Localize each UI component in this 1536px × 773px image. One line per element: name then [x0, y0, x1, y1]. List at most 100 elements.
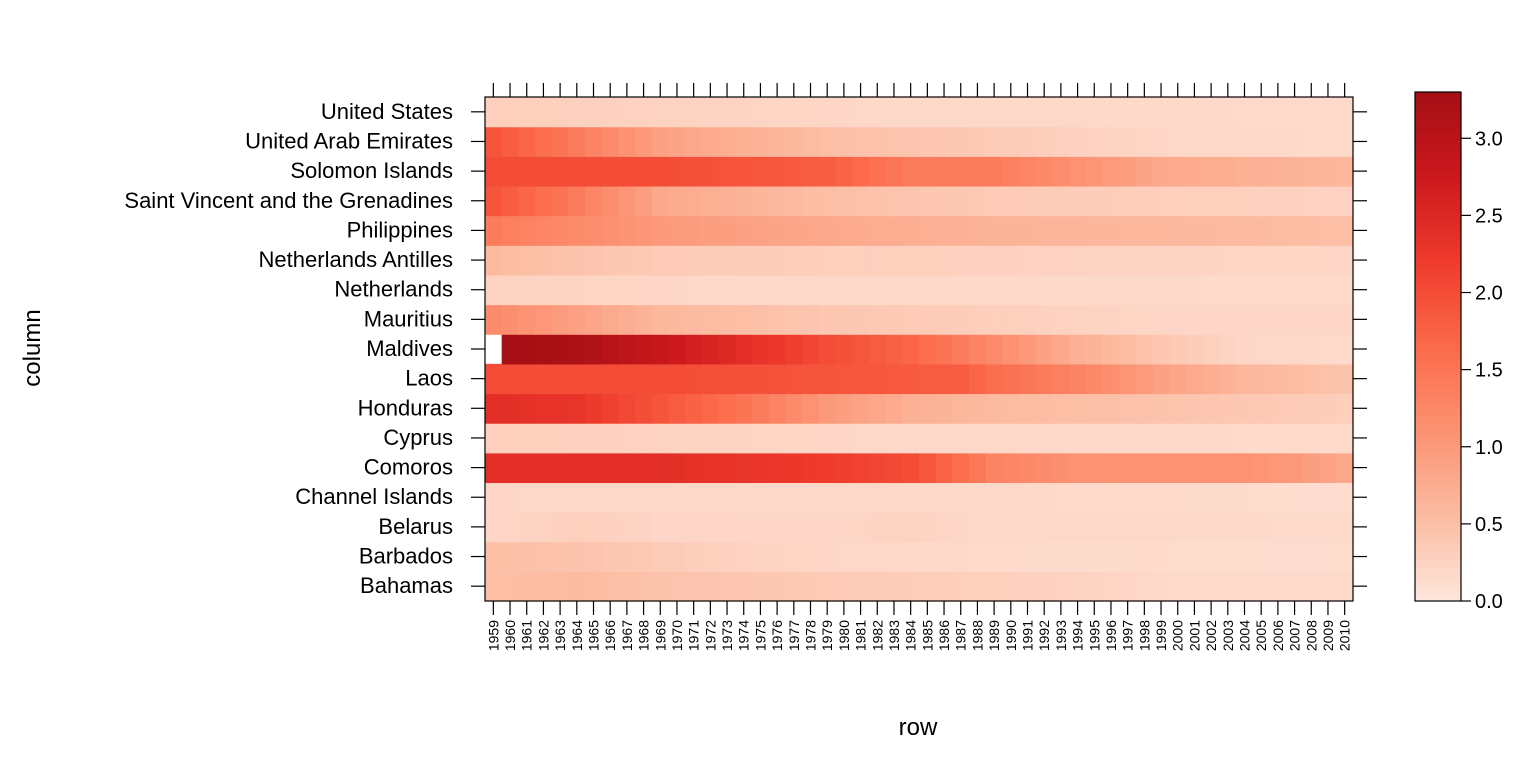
heatmap-cell — [702, 334, 720, 365]
heatmap-cell — [868, 274, 887, 306]
heatmap-cell — [985, 215, 1004, 246]
heatmap-cell — [668, 334, 686, 365]
colorbar-ticks: 0.0 0.5 1.0 1.5 2.0 2.5 3.0 — [1461, 128, 1503, 613]
heatmap-cell — [1236, 334, 1254, 365]
heatmap-cell — [902, 126, 920, 157]
heatmap-cell — [1269, 274, 1287, 306]
heatmap-cell — [985, 245, 1004, 276]
heatmap-cell — [752, 512, 770, 543]
heatmap-cell — [668, 245, 686, 276]
heatmap-cell — [1236, 541, 1254, 572]
heatmap-cell — [1002, 156, 1020, 187]
x-tick-label: 1960 — [502, 620, 518, 651]
heatmap-cell — [902, 393, 920, 424]
heatmap-cell — [1102, 393, 1120, 424]
heatmap-cell — [985, 541, 1004, 572]
heatmap-cell — [1069, 245, 1087, 276]
x-tick-label: 1989 — [986, 620, 1002, 651]
heatmap-cell — [1269, 393, 1287, 424]
heatmap-cell — [535, 452, 553, 484]
heatmap-cell — [551, 452, 570, 484]
heatmap-cell — [952, 185, 970, 217]
x-tick-label: 1983 — [886, 620, 902, 651]
heatmap-cell — [902, 215, 920, 246]
heatmap-cell — [852, 97, 870, 128]
colorbar-tick-label: 0.0 — [1475, 591, 1503, 613]
heatmap-cell — [1286, 571, 1304, 602]
heatmap-cell — [1252, 185, 1271, 217]
heatmap-cell — [868, 571, 887, 602]
heatmap-cell — [885, 215, 903, 246]
heatmap-cell — [1069, 393, 1087, 424]
heatmap-cell — [885, 304, 903, 335]
heatmap-cell — [952, 334, 970, 365]
heatmap-cell — [919, 363, 937, 395]
heatmap-cell — [1119, 363, 1137, 395]
x-tick-label: 1985 — [919, 620, 935, 651]
heatmap-cell — [1319, 393, 1337, 424]
heatmap-cell — [585, 571, 603, 602]
heatmap-cell — [685, 334, 703, 365]
heatmap-cell — [1019, 185, 1037, 217]
x-tick-label: 1986 — [936, 620, 952, 651]
heatmap-cell — [1252, 571, 1271, 602]
heatmap-cell — [685, 126, 703, 157]
heatmap-cell — [852, 156, 870, 187]
heatmap-cell — [1319, 185, 1337, 217]
heatmap-cell — [935, 97, 953, 128]
heatmap-cell — [1319, 304, 1337, 335]
heatmap-cell — [1252, 126, 1271, 157]
heatmap-cell — [718, 482, 736, 513]
heatmap-cell — [1019, 393, 1037, 424]
heatmap-cell — [568, 482, 586, 513]
heatmap-cell — [1319, 126, 1337, 157]
heatmap-cell — [935, 274, 953, 306]
heatmap-cell — [1102, 512, 1120, 543]
heatmap-cell — [852, 274, 870, 306]
heatmap-cell — [685, 245, 703, 276]
heatmap-cell — [1019, 334, 1037, 365]
heatmap-cell — [718, 393, 736, 424]
heatmap-cell — [1102, 156, 1120, 187]
heatmap-cell — [585, 126, 603, 157]
x-tick-label: 1970 — [669, 620, 685, 651]
heatmap-cell — [1136, 97, 1154, 128]
heatmap-cell — [885, 185, 903, 217]
heatmap-cell — [518, 423, 536, 454]
heatmap-cell — [1286, 452, 1304, 484]
heatmap-cell — [635, 274, 653, 306]
heatmap-cell — [551, 334, 570, 365]
heatmap-cell — [485, 363, 503, 395]
heatmap-cell — [1269, 423, 1287, 454]
heatmap-cell — [518, 512, 536, 543]
heatmap-cell — [1152, 334, 1170, 365]
heatmap-cell — [1319, 482, 1337, 513]
heatmap-cell — [852, 541, 870, 572]
heatmap-cell — [852, 245, 870, 276]
heatmap-cell — [1085, 156, 1104, 187]
heatmap-cell — [852, 452, 870, 484]
heatmap-cell — [501, 512, 519, 543]
heatmap-cell — [735, 393, 753, 424]
heatmap-cell — [585, 97, 603, 128]
heatmap-cell — [618, 423, 636, 454]
heatmap-cell — [651, 452, 670, 484]
heatmap-cell — [1052, 363, 1070, 395]
heatmap-cell — [551, 274, 570, 306]
heatmap-cell — [985, 363, 1004, 395]
heatmap-cell — [868, 97, 887, 128]
heatmap-cell — [868, 393, 887, 424]
heatmap-cell — [1219, 215, 1237, 246]
heatmap-cell — [702, 97, 720, 128]
heatmap-cell — [668, 126, 686, 157]
heatmap-cell — [1202, 185, 1221, 217]
heatmap-cell — [1119, 334, 1137, 365]
heatmap-cell — [1302, 334, 1321, 365]
heatmap-cell — [1252, 215, 1271, 246]
heatmap-cell — [668, 304, 686, 335]
heatmap-cell — [768, 541, 787, 572]
heatmap-cell — [1302, 363, 1321, 395]
heatmap-cell — [518, 541, 536, 572]
heatmap-cell — [835, 541, 853, 572]
heatmap-cell — [985, 512, 1004, 543]
